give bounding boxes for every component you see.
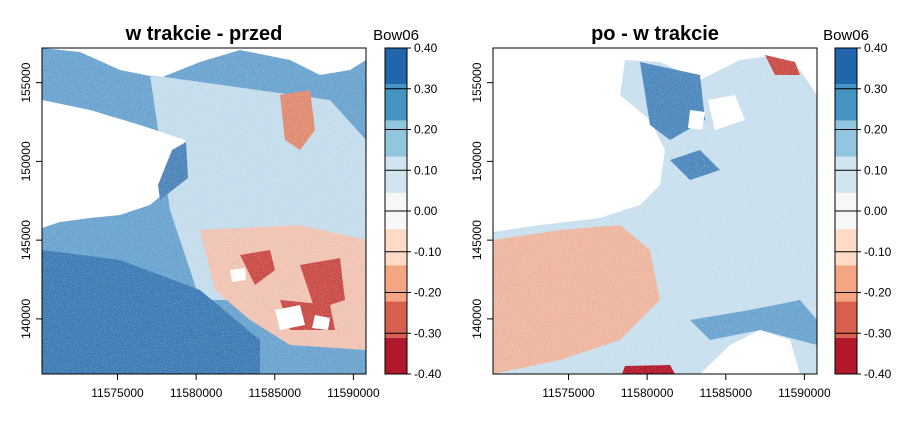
y-tick-label: 150000 xyxy=(19,141,33,181)
legend-tick-label: -0.10 xyxy=(864,245,892,259)
legend-tick-label: -0.40 xyxy=(864,367,892,381)
legend-tick-label: 0.30 xyxy=(864,82,888,96)
panel-left-frame xyxy=(41,47,367,375)
legend-band xyxy=(385,156,407,193)
legend-tick-label: 0.20 xyxy=(414,123,438,137)
x-tick-label: 11585000 xyxy=(700,386,753,400)
legend-title: Bow06 xyxy=(823,27,869,44)
panel-left: w trakcie - przed 11575000 11580000 115850… xyxy=(19,23,442,400)
heatmap-right xyxy=(493,48,817,374)
y-axis-left: 140000 145000 150000 155000 xyxy=(19,62,42,339)
x-tick-label: 11585000 xyxy=(249,386,302,400)
legend-tick-label: 0.20 xyxy=(864,123,888,137)
legend-band xyxy=(835,337,857,374)
legend-band xyxy=(835,84,857,121)
heatmap-left xyxy=(42,48,366,374)
legend-title: Bow06 xyxy=(373,27,419,44)
legend-tick-label: -0.20 xyxy=(864,286,892,300)
legend-band xyxy=(385,48,407,85)
legend-band xyxy=(835,229,857,266)
legend-tick-label: -0.30 xyxy=(864,326,892,340)
legend-tick-label: -0.30 xyxy=(414,326,442,340)
legend-tick-label: 0.00 xyxy=(864,204,888,218)
legend-tick-label: 0.40 xyxy=(414,41,438,55)
legend-band xyxy=(835,301,857,338)
legend-band xyxy=(835,48,857,85)
x-tick-label: 11590000 xyxy=(327,386,380,400)
legend-band xyxy=(385,229,407,266)
y-tick-label: 145000 xyxy=(19,220,33,260)
panel-left-title: w trakcie - przed xyxy=(125,23,283,45)
y-tick-label: 150000 xyxy=(470,141,484,181)
panel-right-frame xyxy=(492,47,818,375)
panel-right: po - w trakcie 11575000 11580000 11585000 1… xyxy=(470,23,892,400)
legend-band xyxy=(385,265,407,302)
y-axis-right: 140000 145000 150000 155000 xyxy=(470,62,493,339)
legend-tick-label: 0.00 xyxy=(414,204,438,218)
legend-band xyxy=(385,301,407,338)
panel-right-title: po - w trakcie xyxy=(591,23,719,45)
x-tick-label: 11590000 xyxy=(778,386,831,400)
y-tick-label: 140000 xyxy=(470,299,484,339)
legend-tick-label: 0.10 xyxy=(864,163,888,177)
y-tick-label: 145000 xyxy=(470,220,484,260)
x-tick-label: 11580000 xyxy=(170,386,223,400)
legend-band xyxy=(835,120,857,157)
legend-band xyxy=(835,156,857,193)
legend-band xyxy=(835,265,857,302)
legend-band xyxy=(385,120,407,157)
y-tick-label: 140000 xyxy=(19,299,33,339)
y-tick-label: 155000 xyxy=(19,62,33,102)
legend-tick-label: 0.10 xyxy=(414,163,438,177)
x-tick-label: 11575000 xyxy=(542,386,595,400)
legend-band xyxy=(385,337,407,374)
legend-tick-label: 0.40 xyxy=(864,41,888,55)
legend-tick-label: -0.20 xyxy=(414,286,442,300)
x-tick-label: 11575000 xyxy=(91,386,144,400)
legend-tick-label: -0.40 xyxy=(414,367,442,381)
legend-tick-label: -0.10 xyxy=(414,245,442,259)
legend-tick-label: 0.30 xyxy=(414,82,438,96)
legend-band xyxy=(385,84,407,121)
x-axis-left: 11575000 11580000 11585000 11590000 xyxy=(91,374,380,400)
x-tick-label: 11580000 xyxy=(621,386,674,400)
y-tick-label: 155000 xyxy=(470,62,484,102)
x-axis-right: 11575000 11580000 11585000 11590000 xyxy=(542,374,831,400)
